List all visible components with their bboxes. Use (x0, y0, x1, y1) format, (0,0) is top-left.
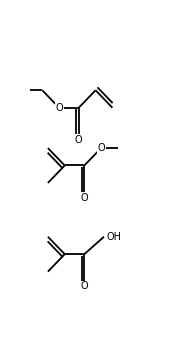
Text: O: O (81, 193, 88, 203)
Text: O: O (81, 281, 88, 291)
Text: O: O (55, 103, 63, 113)
Text: O: O (97, 143, 105, 153)
Text: OH: OH (107, 232, 122, 242)
Text: O: O (75, 135, 83, 145)
